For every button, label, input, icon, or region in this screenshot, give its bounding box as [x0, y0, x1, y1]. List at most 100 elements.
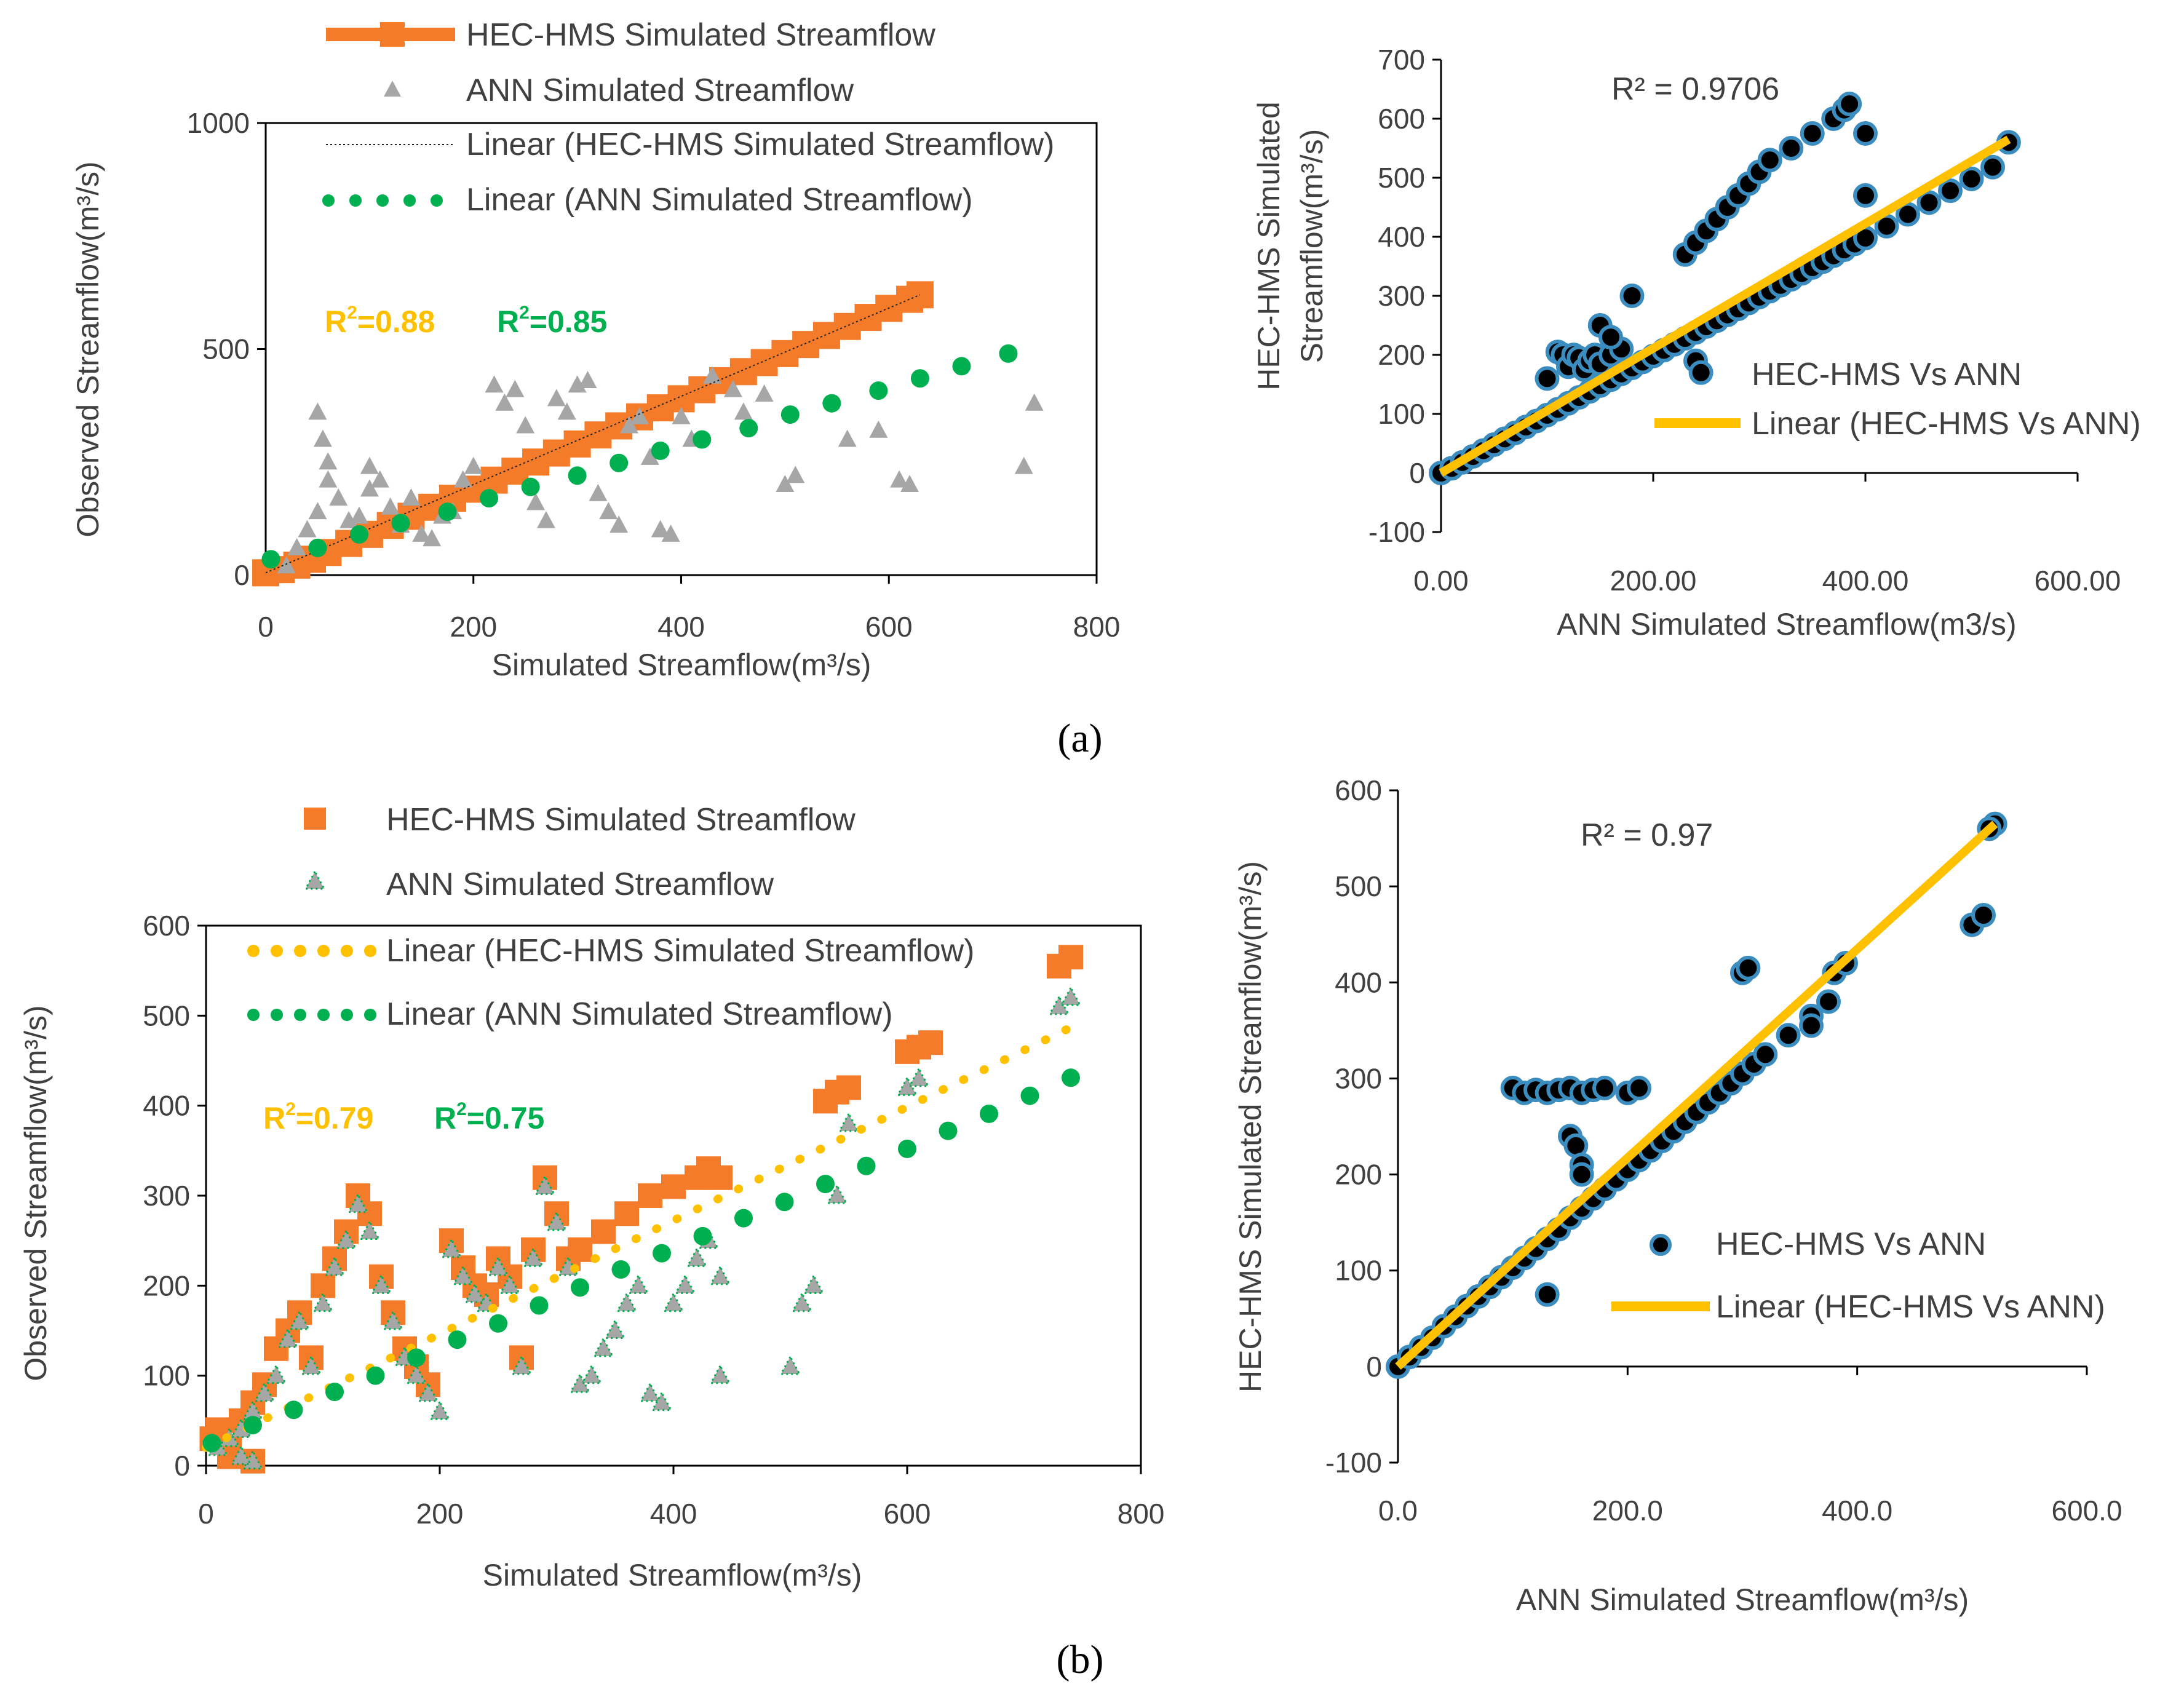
ann-point	[277, 556, 296, 574]
ann-point	[838, 1111, 860, 1132]
legend-ann-trend-dot	[247, 1009, 260, 1021]
ann-point	[382, 1309, 404, 1330]
ann-point	[405, 1364, 427, 1384]
y-tick-label: 200	[1378, 339, 1425, 371]
r2-ann-label: R2=0.85	[497, 303, 607, 339]
ann-point	[709, 1265, 731, 1285]
scatter-point	[1837, 92, 1862, 116]
ann-point	[308, 402, 327, 420]
scatter-point	[1753, 1042, 1778, 1067]
x-tick-label: 600.0	[2051, 1495, 2122, 1527]
y-tick-label: 100	[1378, 398, 1425, 430]
r2-ann-sup: 2	[456, 1099, 467, 1119]
ann-point	[734, 402, 753, 420]
ann-point	[287, 538, 306, 555]
legend-ann-trend-label: Linear (ANN Simulated Streamflow)	[386, 996, 893, 1032]
trendline	[1395, 820, 1998, 1370]
ann-trend-dot	[568, 466, 587, 485]
r2-ann-sup: 2	[519, 303, 530, 323]
hec-point	[638, 1183, 662, 1208]
ann-trend-dot	[325, 1383, 344, 1402]
ann-point	[1025, 393, 1044, 411]
y-tick-label: 100	[143, 1360, 190, 1392]
ann-point	[402, 488, 421, 506]
scatter-point	[1569, 1162, 1594, 1187]
legend-ann-trend-dot	[349, 194, 362, 207]
legend-scatter-label: HEC-HMS Vs ANN	[1716, 1226, 1986, 1262]
scatter-point	[1799, 1013, 1824, 1038]
ann-point	[640, 447, 659, 465]
ann-point	[779, 1354, 801, 1375]
scatter-point	[1938, 178, 1963, 204]
y-tick-label: 600	[1378, 103, 1425, 135]
ann-point	[546, 1210, 568, 1231]
ann-point	[599, 502, 618, 520]
scatter-point	[1816, 989, 1841, 1014]
ann-point	[568, 375, 587, 393]
ann-point	[578, 370, 597, 388]
legend-hec-trend-dot	[317, 945, 330, 957]
legend-trend-label: Linear (HEC-HMS Vs ANN)	[1752, 406, 2141, 442]
ann-point	[803, 1274, 825, 1294]
ann-trend-dot	[693, 430, 712, 449]
hec-point	[568, 1237, 592, 1262]
x-tick-label: 200.0	[1592, 1495, 1663, 1527]
ann-point	[277, 1327, 299, 1348]
y-axis-title-line2: Streamflow(m³/s)	[1295, 129, 1329, 363]
legend-scatter-label: HEC-HMS Vs ANN	[1752, 357, 2022, 392]
scatter-point	[1980, 154, 2005, 180]
ann-point	[869, 420, 888, 438]
x-tick-label: 600.00	[2035, 565, 2121, 597]
r2-hec-prefix: R	[263, 1101, 285, 1135]
ann-trend-dot	[489, 1314, 507, 1333]
ann-trend-dot	[448, 1330, 467, 1349]
ann-trend-dot	[366, 1366, 385, 1385]
ann-trend-dot	[775, 1193, 794, 1212]
legend-scatter-marker	[1650, 1234, 1672, 1256]
y-tick-label: 600	[1335, 774, 1382, 806]
ann-trend-dot	[651, 441, 670, 460]
hec-point	[708, 1165, 733, 1190]
chart-a-left: 0 200 400 600 800 0 500 1000 Simulated Streamflo…	[71, 17, 1120, 682]
x-tick-label: 0.0	[1378, 1495, 1418, 1527]
ann-point	[319, 452, 338, 470]
hec-point	[836, 1075, 861, 1100]
x-tick-label: 800	[1118, 1498, 1165, 1530]
ann-point	[423, 529, 442, 547]
ann-trend-dot	[816, 1174, 835, 1193]
trendline	[1439, 135, 2011, 477]
panel-label-a: (a)	[1057, 716, 1102, 761]
y-tick-label: 300	[1378, 280, 1425, 312]
hec-point	[1058, 945, 1083, 970]
chart-b-right: 0.0 200.0 400.0 600.0 -100 0 100 200 300 400 500 60…	[1233, 774, 2122, 1617]
ann-point	[253, 1381, 276, 1402]
ann-trend-dot	[898, 1139, 916, 1158]
ann-trend-dot	[407, 1348, 426, 1367]
ann-point	[674, 1274, 696, 1294]
ann-trend-dot	[308, 538, 327, 557]
ann-point	[412, 524, 431, 542]
ann-point	[370, 1274, 392, 1294]
ann-point	[723, 379, 742, 397]
ann-point	[381, 497, 400, 515]
ann-point	[557, 402, 576, 420]
ann-point	[510, 1354, 533, 1375]
ann-trend-dot	[571, 1278, 589, 1297]
ann-trend-dot	[939, 1121, 958, 1140]
legend-hec-trend-dot	[294, 945, 306, 957]
r2-hec-label: R2=0.88	[325, 303, 435, 339]
legend-ann-trend-dot	[294, 1009, 306, 1021]
hec-point	[614, 1201, 639, 1226]
ann-point	[776, 475, 795, 492]
ann-point	[485, 375, 504, 393]
ann-point	[534, 1175, 556, 1195]
scatter-point	[1598, 325, 1623, 350]
x-tick-label: 0	[258, 611, 274, 643]
ann-point	[536, 510, 555, 528]
y-tick-label: -100	[1325, 1447, 1382, 1479]
chart-a-right: 0.00 200.00 400.00 600.00 -100 0 100 200 300 400 5…	[1252, 44, 2141, 641]
x-axis-title: ANN Simulated Streamflow(m³/s)	[1516, 1583, 1969, 1617]
ann-point	[838, 429, 857, 447]
legend-ann-trend-dot	[341, 1009, 353, 1021]
